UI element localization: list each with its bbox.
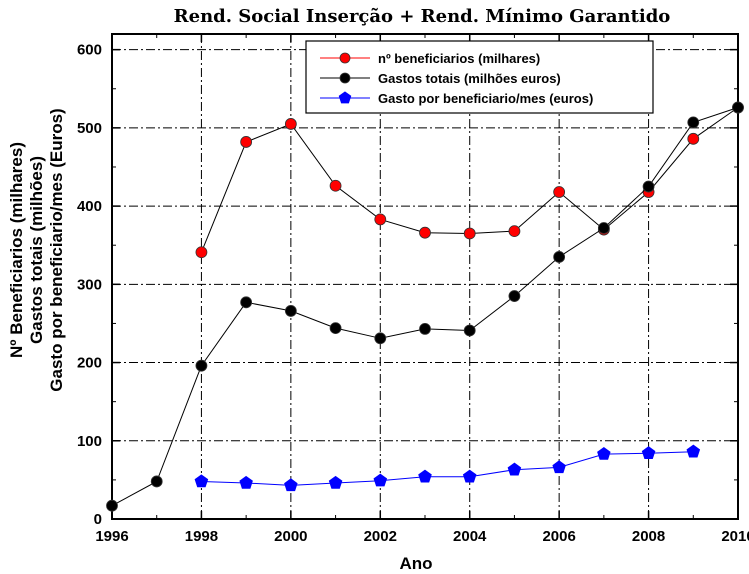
y-tick-label: 300 [77, 276, 102, 293]
series-2 [194, 444, 701, 492]
x-axis-label: Ano [399, 554, 432, 573]
data-point [641, 446, 656, 459]
x-tick-label: 2004 [453, 528, 487, 545]
data-point [374, 213, 387, 226]
data-point [194, 474, 209, 488]
data-point [553, 251, 566, 263]
data-point [508, 290, 521, 302]
data-point [732, 101, 744, 114]
legend-item: Gastos totais (milhões euros) [320, 71, 561, 86]
legend-item: nº beneficiarios (milhares) [320, 51, 540, 66]
x-tick-label: 2000 [274, 528, 307, 545]
data-point [552, 460, 566, 474]
x-tick-label: 2008 [632, 528, 665, 545]
y-axis-label-line-2: Gastos totais (milhões) [27, 156, 46, 344]
data-point [686, 444, 701, 458]
data-point [553, 186, 566, 198]
data-point [284, 478, 298, 492]
legend-marker [339, 52, 351, 64]
x-tick-label: 1996 [95, 528, 128, 545]
legend-marker [339, 72, 351, 84]
data-point [597, 446, 611, 460]
data-point [329, 179, 342, 192]
data-point [418, 469, 432, 483]
data-point [419, 226, 431, 239]
y-tick-label: 200 [77, 355, 102, 372]
legend-label: nº beneficiarios (milhares) [378, 51, 540, 66]
data-point [642, 180, 655, 193]
series-layer [106, 101, 744, 512]
data-point [419, 323, 431, 335]
legend-label: Gasto por beneficiario/mes (euros) [378, 91, 593, 106]
series-line [111, 107, 739, 507]
data-point [508, 225, 521, 238]
data-point [328, 475, 343, 489]
data-point [373, 473, 388, 487]
y-axis-label-line-3: Gasto por beneficiario/mes (Euros) [47, 108, 66, 391]
data-point [195, 359, 208, 372]
data-point [374, 332, 387, 345]
series-line [201, 451, 694, 486]
y-tick-label: 0 [94, 511, 102, 528]
data-point [329, 322, 342, 335]
data-point [597, 222, 610, 234]
data-point [106, 499, 118, 512]
y-tick-label: 100 [77, 433, 102, 450]
legend: nº beneficiarios (milhares) Gastos totais… [305, 40, 654, 114]
data-point [507, 462, 522, 476]
data-point [462, 469, 477, 483]
series-1 [106, 101, 744, 512]
data-point [284, 305, 297, 317]
legend-marker [338, 91, 352, 104]
data-point [240, 136, 253, 148]
y-tick-label: 600 [77, 42, 102, 59]
data-point [284, 118, 297, 130]
data-point [195, 246, 208, 259]
y-tick-labels: 0 100 200 300 400 500 600 [77, 42, 102, 528]
y-tick-label: 500 [77, 120, 102, 137]
y-axis-label-line-1: Nº Beneficiarios (milhares) [7, 142, 26, 358]
data-point [239, 475, 253, 489]
data-point [687, 116, 700, 129]
data-point [150, 475, 163, 488]
data-point [687, 132, 700, 145]
legend-box [305, 40, 654, 114]
y-tick-label: 400 [77, 198, 102, 215]
x-tick-label: 2006 [542, 528, 575, 545]
axis-ticks [111, 34, 739, 520]
y-axis-label: Nº Beneficiarios (milhares) Gastos totai… [7, 108, 66, 391]
data-point [463, 227, 476, 240]
data-point [463, 324, 476, 337]
x-tick-label: 2002 [364, 528, 397, 545]
chart-title: Rend. Social Inserção + Rend. Mínimo Gar… [174, 6, 671, 27]
data-point [240, 296, 253, 309]
legend-label: Gastos totais (milhões euros) [378, 71, 561, 86]
x-tick-label: 1998 [185, 528, 218, 545]
legend-item: Gasto por beneficiario/mes (euros) [320, 91, 593, 106]
